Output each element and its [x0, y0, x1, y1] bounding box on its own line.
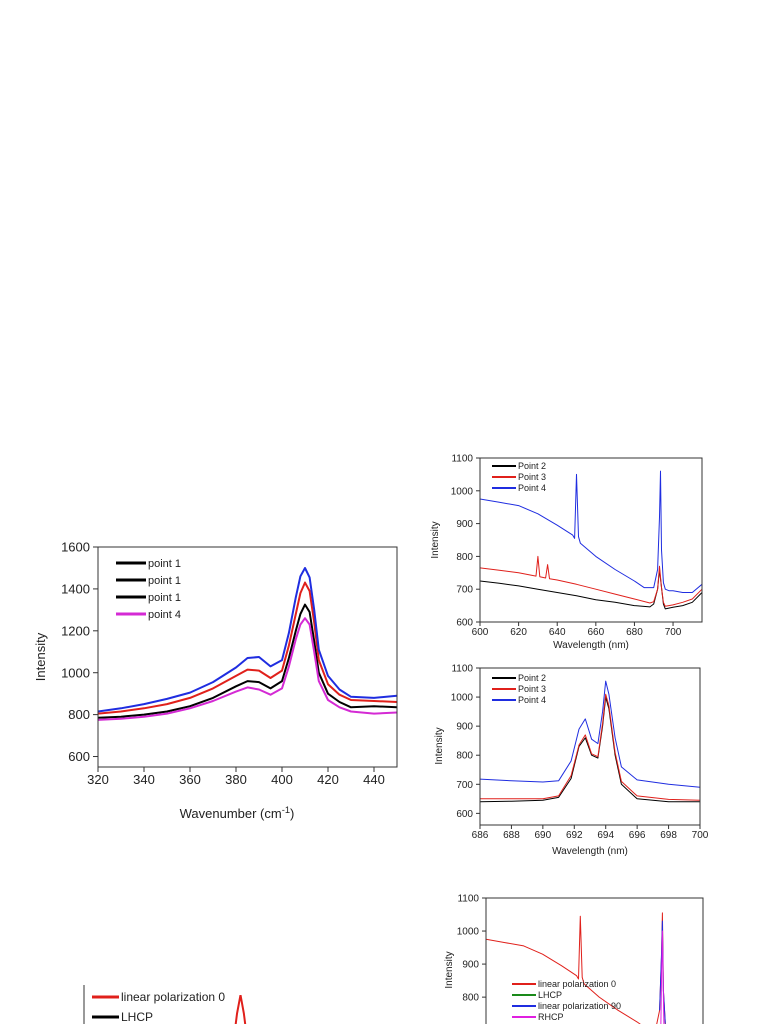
legend-label: Point 2: [518, 673, 546, 683]
y-tick-label: 600: [456, 618, 473, 629]
y-tick-label: 700: [456, 585, 473, 596]
y-tick-label: 800: [462, 993, 479, 1004]
series-line-1: [98, 603, 397, 719]
raman-chart: 320 340 360 380 400 420 440 600 800 1000 1200 1400 1…: [33, 540, 398, 821]
legend-label: RHCP: [538, 1012, 564, 1022]
x-axis-label: Wavelength (nm): [552, 846, 628, 857]
x-tick-label: 696: [629, 830, 646, 841]
series-line-2: [480, 693, 700, 801]
legend-label: Point 3: [518, 684, 546, 694]
x-tick-label: 660: [587, 627, 604, 638]
x-tick-label: 360: [179, 772, 201, 787]
series-line-4: [660, 930, 665, 1024]
legend-label: linear polarization 90: [538, 1001, 621, 1011]
x-tick-label: 700: [665, 627, 682, 638]
x-tick-label: 680: [626, 627, 643, 638]
series-line-2: [98, 581, 397, 715]
series-line-3: [659, 920, 666, 1024]
series-line-3: [480, 680, 700, 788]
y-axis-label: Intensity: [33, 632, 48, 681]
x-tick-label: 380: [225, 772, 247, 787]
x-tick-label: 600: [472, 627, 489, 638]
series-line-1: [480, 569, 702, 610]
y-tick-label: 1600: [61, 540, 90, 555]
x-tick-label: 620: [510, 627, 527, 638]
x-tick-label: 320: [87, 772, 109, 787]
x-tick-label: 400: [271, 772, 293, 787]
y-axis-label: Intensity: [430, 521, 441, 558]
y-tick-label: 1100: [451, 664, 473, 675]
x-axis-label: Wavenumber (cm-1): [180, 805, 295, 821]
x-tick-label: 694: [597, 830, 614, 841]
y-tick-label: 600: [456, 809, 473, 820]
y-tick-label: 700: [456, 780, 473, 791]
plot-frame: [479, 457, 703, 623]
plot-frame: [485, 897, 704, 1024]
y-tick-label: 800: [456, 751, 473, 762]
y-tick-label: 1000: [451, 486, 474, 497]
y-tick-label: 800: [68, 707, 90, 722]
series-line-3: [480, 470, 702, 593]
legend-label: Point 3: [518, 472, 546, 482]
legend-label: point 1: [148, 575, 181, 587]
legend-label: Point 4: [518, 695, 546, 705]
series-line-1: [486, 912, 666, 1024]
series-line-4: [98, 617, 397, 721]
y-tick-label: 1100: [451, 454, 473, 465]
y-tick-label: 900: [456, 519, 473, 530]
x-tick-label: 686: [472, 830, 489, 841]
x-tick-label: 420: [317, 772, 339, 787]
y-axis-label: Intensity: [444, 951, 455, 988]
legend-label: linear polarization 0: [121, 990, 225, 1004]
y-tick-label: 800: [456, 552, 473, 563]
y-tick-label: 1000: [61, 665, 90, 680]
y-tick-label: 1200: [61, 623, 90, 638]
y-tick-label: 1000: [451, 693, 474, 704]
legend-label: point 1: [148, 592, 181, 604]
x-tick-label: 692: [566, 830, 583, 841]
plot-frame: [97, 546, 398, 768]
y-tick-label: 1000: [457, 927, 480, 938]
legend-label: point 4: [148, 609, 181, 621]
x-tick-label: 688: [503, 830, 520, 841]
y-tick-label: 600: [68, 749, 90, 764]
x-tick-label: 340: [133, 772, 155, 787]
x-tick-label: 698: [660, 830, 677, 841]
plot-frame: [479, 667, 701, 826]
y-tick-label: 1100: [457, 894, 479, 905]
polarization-wide-chart: 70080090010001100Intensitylinear polariz…: [444, 894, 704, 1024]
legend-label: Point 4: [518, 483, 546, 493]
y-tick-label: 1400: [61, 581, 90, 596]
x-tick-label: 440: [363, 772, 385, 787]
y-tick-label: 900: [462, 960, 479, 971]
legend-label: LHCP: [538, 990, 562, 1000]
legend-label: point 1: [148, 558, 181, 570]
legend-label: Point 2: [518, 461, 546, 471]
series-line-1: [480, 696, 700, 803]
x-tick-label: 690: [535, 830, 552, 841]
x-tick-label: 640: [549, 627, 566, 638]
y-axis-label: Intensity: [434, 727, 445, 764]
x-tick-label: 700: [692, 830, 709, 841]
legend-label: linear polarization 0: [538, 979, 616, 989]
x-axis-label: Wavelength (nm): [553, 640, 629, 651]
y-tick-label: 900: [456, 722, 473, 733]
series-line-2: [480, 555, 702, 607]
pl-zoom-chart: 686 688 690 692 694 696 698 700 600 700 800 900 1000…: [434, 664, 709, 858]
legend-label: LHCP: [121, 1010, 153, 1024]
pl-wide-chart: 600 620 640 660 680 700 600 700 800 900 1000 1100 Wa…: [430, 454, 703, 651]
series-line-3: [98, 567, 397, 713]
series-line-1: [234, 995, 247, 1024]
